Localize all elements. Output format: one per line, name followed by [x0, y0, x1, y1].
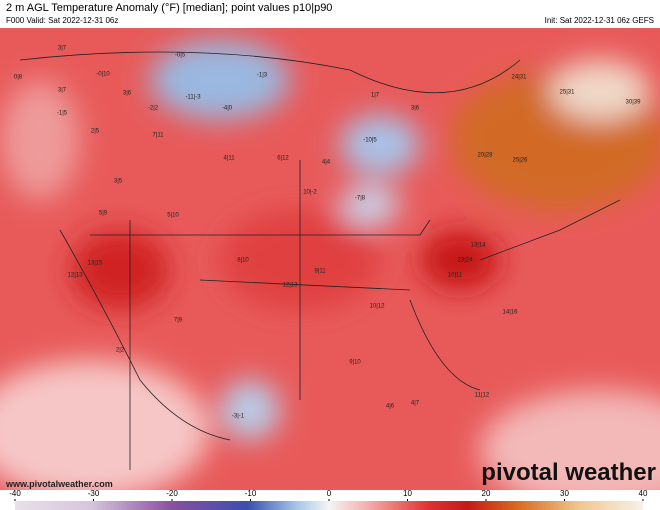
colorbar-tick-label: -40 — [9, 489, 21, 498]
url: www.pivotalweather.com — [5, 479, 113, 489]
colorbar-tick-label: -10 — [245, 489, 257, 498]
point-value: 11|12 — [475, 393, 490, 399]
point-value: 30|39 — [626, 100, 642, 106]
colorbar-tick-label: 10 — [403, 489, 412, 498]
point-value: 14|16 — [503, 310, 519, 316]
point-value: 25|26 — [513, 158, 529, 164]
point-value: -7|8 — [355, 196, 366, 202]
colorbar-tick-label: 40 — [639, 489, 648, 498]
point-value: -0|5 — [175, 53, 186, 59]
point-values: 3|7 0|8 3|7 -0|10 3|6 -0|5 -11|-3 -2|2 -1|5 2|5 7|… — [14, 46, 641, 420]
point-value: 4|4 — [322, 160, 331, 166]
point-value: 3|6 — [123, 91, 132, 97]
title: 2 m AGL Temperature Anomaly (°F) [median… — [6, 2, 332, 14]
point-value: 25|31 — [560, 90, 576, 96]
point-value: 5|10 — [167, 213, 179, 219]
point-value: 10|-2 — [303, 190, 317, 196]
point-value: 13|14 — [471, 243, 487, 249]
point-value: 9|11 — [314, 269, 326, 275]
point-value: -2|2 — [148, 106, 159, 112]
point-value: -1|3 — [257, 73, 268, 79]
point-value: 5|9 — [99, 211, 108, 217]
point-value: 23|24 — [458, 258, 474, 264]
point-value: 10|11 — [448, 273, 463, 279]
colorbar-tick-label: 20 — [482, 489, 491, 498]
point-value: 0|8 — [14, 75, 23, 81]
point-value: 13|15 — [88, 261, 104, 267]
colorbar-tick-label: 30 — [560, 489, 569, 498]
colorbar-tick-label: -30 — [88, 489, 100, 498]
point-value: -0|10 — [96, 72, 110, 78]
point-value: 4|6 — [386, 404, 395, 410]
point-value: 9|10 — [349, 360, 361, 366]
point-value: 2|5 — [91, 129, 100, 135]
point-value: 4|11 — [223, 156, 235, 162]
colorbar-tick-label: -20 — [166, 489, 178, 498]
point-value: 10|12 — [370, 304, 386, 310]
colorbar — [15, 501, 643, 510]
point-value: 20|28 — [478, 153, 494, 159]
borders — [19, 51, 621, 470]
point-value: 2|2 — [116, 348, 125, 354]
point-value: 12|13 — [68, 273, 84, 279]
point-value: 3|7 — [58, 88, 67, 94]
map-field — [0, 28, 660, 490]
init-time: Init: Sat 2022-12-31 06z GEFS — [545, 16, 654, 25]
point-value: 4|7 — [411, 401, 420, 407]
point-value: -4|0 — [222, 106, 233, 112]
point-value: 24|31 — [512, 75, 528, 81]
point-value: 3|6 — [411, 106, 420, 112]
point-value: 1|7 — [371, 93, 380, 99]
point-value: -10|5 — [363, 138, 377, 144]
point-value: -11|-3 — [185, 95, 201, 101]
point-value: 3|7 — [58, 46, 67, 52]
point-value: 6|12 — [277, 156, 289, 162]
colorbar-tick-label: 0 — [327, 489, 332, 498]
point-value: -1|5 — [57, 111, 68, 117]
point-value: 3|5 — [114, 179, 123, 185]
point-value: 7|11 — [152, 133, 164, 139]
colorbar-ticks: -40 -30 -20 -10 0 10 20 30 40 — [9, 489, 648, 501]
watermark: pivotal weather — [481, 459, 656, 486]
point-value: 8|10 — [237, 258, 249, 264]
valid-time: F000 Valid: Sat 2022-12-31 06z — [6, 16, 118, 25]
point-value: 7|9 — [174, 318, 183, 324]
point-value: 12|13 — [283, 283, 299, 289]
point-value: -3|-1 — [232, 414, 245, 420]
